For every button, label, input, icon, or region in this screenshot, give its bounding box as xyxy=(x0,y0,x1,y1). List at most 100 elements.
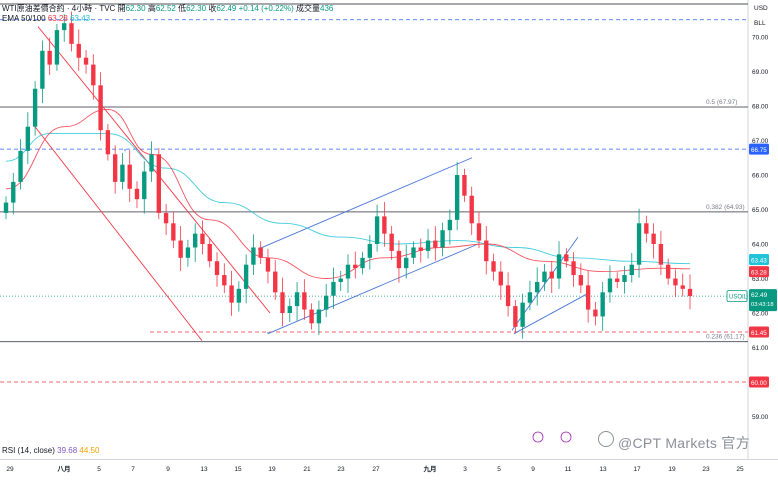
candle-body xyxy=(374,216,380,244)
fib-label-0_236: 0.236 (61.17) xyxy=(706,334,745,341)
candle-body xyxy=(142,171,147,200)
candle-body xyxy=(644,223,649,234)
candle xyxy=(3,196,9,220)
x-tick-label: 7 xyxy=(131,466,135,473)
candle-body xyxy=(105,130,111,155)
symbol-tag: USOIL xyxy=(729,295,748,301)
candle xyxy=(476,211,482,249)
y-tick-label: 68.00 xyxy=(752,104,769,111)
candle xyxy=(564,248,569,268)
candle-body xyxy=(578,275,584,286)
high-label: 高 xyxy=(147,4,156,13)
x-tick-label: 13 xyxy=(200,466,208,473)
candle xyxy=(433,226,438,261)
tag-61-45: 61.45 xyxy=(751,330,767,337)
candle-body xyxy=(25,126,31,151)
candle xyxy=(367,235,373,270)
candle-body xyxy=(345,264,351,279)
x-tick-label: 29 xyxy=(6,466,14,473)
candle xyxy=(120,152,125,190)
candle-body xyxy=(535,281,540,293)
event-marker-icon[interactable] xyxy=(532,431,544,443)
current-price-bg xyxy=(749,289,777,312)
tag-61-45-bg xyxy=(749,326,769,338)
low-value: 62.30 xyxy=(186,4,207,13)
candle-body xyxy=(404,257,409,269)
candle xyxy=(134,181,140,209)
candle xyxy=(287,298,292,322)
currency-label: USD xyxy=(754,5,768,12)
candle xyxy=(40,40,45,104)
candle-body xyxy=(323,295,329,310)
candle xyxy=(680,273,685,297)
candle xyxy=(91,54,96,100)
candle-body xyxy=(207,244,212,262)
x-tick-label: 11 xyxy=(565,466,572,473)
candle xyxy=(54,23,60,71)
tag-66-75-bg xyxy=(749,143,769,155)
candle-body xyxy=(309,309,314,324)
candle-body xyxy=(69,23,74,44)
candle xyxy=(484,226,489,275)
candle-body xyxy=(353,264,358,269)
candle xyxy=(600,281,605,331)
candle xyxy=(294,281,300,321)
x-tick-label: 19 xyxy=(668,466,676,473)
candle xyxy=(338,270,343,291)
x-tick-label: 9 xyxy=(531,466,535,473)
candle-body xyxy=(178,240,183,258)
candle-body xyxy=(615,278,620,282)
candle xyxy=(309,303,314,330)
candle-body xyxy=(54,30,60,65)
y-tick-label: 70.00 xyxy=(752,35,769,42)
candle-body xyxy=(658,244,664,265)
watermark-logo-icon xyxy=(598,431,614,447)
candle xyxy=(18,139,23,190)
ema-label: EMA 50/100 xyxy=(2,14,46,23)
candle xyxy=(222,263,227,293)
candle xyxy=(498,261,503,300)
y-tick-label: 69.00 xyxy=(752,69,769,76)
x-tick-label: 九月 xyxy=(423,464,437,473)
candle-body xyxy=(505,285,511,307)
candle-body xyxy=(636,223,642,265)
candle xyxy=(396,240,402,283)
candle-body xyxy=(280,292,285,313)
event-marker-icon[interactable] xyxy=(560,431,572,443)
candle-body xyxy=(665,264,671,279)
ema50-line xyxy=(5,108,691,279)
rsi-legend: RSI (14, close) 39.68 44.50 xyxy=(2,446,99,455)
channel-upper xyxy=(257,157,473,250)
candle-body xyxy=(120,164,125,182)
tag-60-00-bg xyxy=(749,376,769,388)
candle-body xyxy=(127,164,132,189)
candle xyxy=(658,230,664,276)
candle-body xyxy=(542,271,547,282)
candle xyxy=(185,239,191,267)
candle-body xyxy=(171,223,176,241)
wedge-lower xyxy=(34,126,203,341)
countdown: 03:43:18 xyxy=(751,302,774,308)
candle xyxy=(200,220,205,255)
candle-body xyxy=(498,271,503,286)
candle-body xyxy=(411,247,416,258)
candle xyxy=(265,248,271,284)
candle xyxy=(505,272,511,317)
y-tick-label: 65.00 xyxy=(752,207,769,214)
tag-ema50-bg xyxy=(749,266,769,278)
x-tick-label: 17 xyxy=(633,466,641,473)
symbol-tag-bg xyxy=(726,290,748,302)
candle xyxy=(229,270,234,316)
y-tick-label: 59.00 xyxy=(752,414,769,421)
candle xyxy=(105,123,111,161)
x-tick-label: 19 xyxy=(268,466,276,473)
low-label: 低 xyxy=(178,4,187,13)
candle-body xyxy=(564,254,569,262)
candle xyxy=(163,203,169,236)
y-tick-label: 63.00 xyxy=(752,276,769,283)
candle xyxy=(535,267,540,306)
candle xyxy=(345,254,351,293)
candle xyxy=(644,215,649,243)
